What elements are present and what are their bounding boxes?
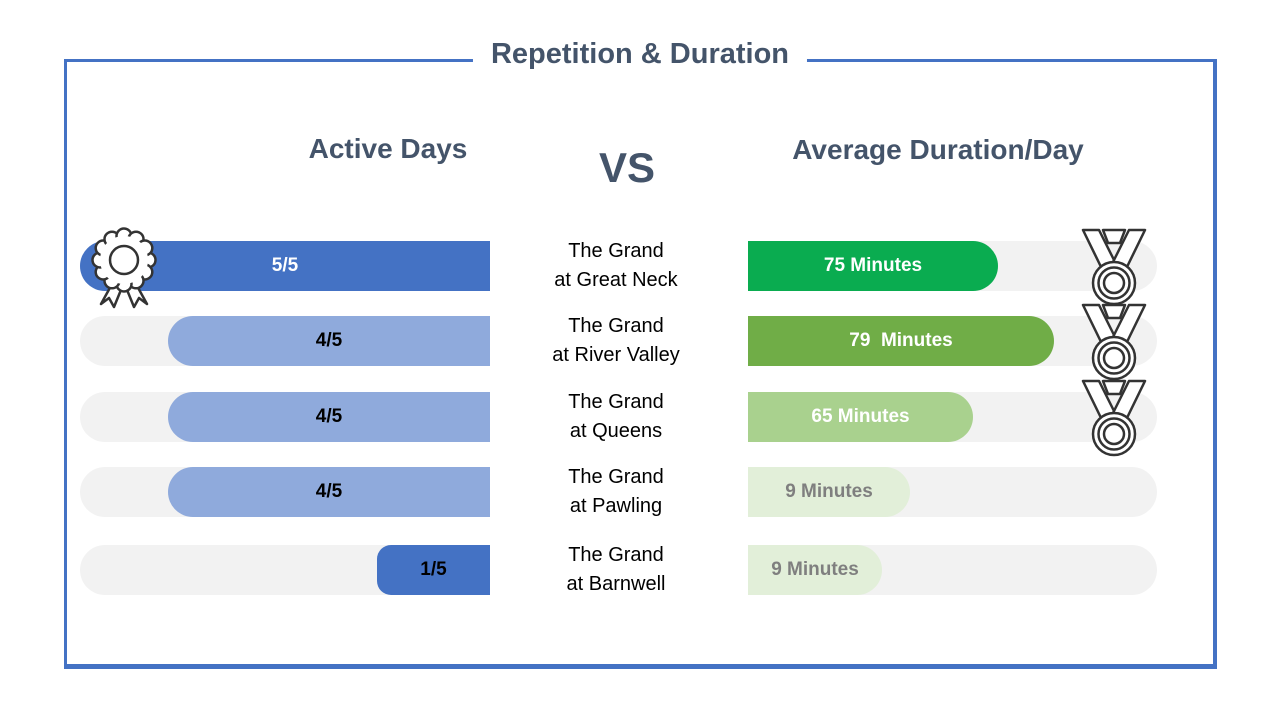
medal-icon — [1081, 379, 1147, 457]
comparison-row: 1/5 The Grand at Barnwell 9 Minutes — [0, 544, 1280, 595]
active-days-bar: 4/5 — [168, 467, 490, 517]
facility-name-line: at Great Neck — [554, 269, 678, 291]
active-days-bar: 4/5 — [168, 316, 490, 366]
facility-name-line: The Grand — [568, 544, 664, 566]
duration-value: 79 Minutes — [849, 330, 953, 351]
facility-name-line: The Grand — [568, 240, 664, 262]
duration-bar: 65 Minutes — [748, 392, 973, 442]
duration-bar: 75 Minutes — [748, 241, 998, 291]
page-title: Repetition & Duration — [472, 38, 808, 71]
facility-name-line: at River Valley — [552, 344, 680, 366]
comparison-row: 4/5 The Grand at Queens 65 Minutes — [0, 379, 1280, 457]
active-days-value: 4/5 — [315, 330, 343, 351]
duration-value: 9 Minutes — [771, 559, 859, 580]
medal-icon — [1081, 228, 1147, 306]
column-header-active-days: Active Days — [308, 133, 468, 164]
facility-label: The Grand at Barnwell — [505, 541, 727, 599]
facility-name-line: at Barnwell — [566, 573, 666, 595]
medal-icon — [1081, 303, 1147, 381]
facility-name-line: The Grand — [568, 315, 664, 337]
active-days-bar: 4/5 — [168, 392, 490, 442]
active-days-track: 4/5 — [80, 316, 490, 366]
active-days-track: 4/5 — [80, 392, 490, 442]
active-days-track: 1/5 — [80, 545, 490, 595]
comparison-row: 4/5 The Grand at Pawling 9 Minutes — [0, 466, 1280, 517]
active-days-value: 4/5 — [315, 406, 343, 427]
duration-track: 75 Minutes — [748, 228, 1157, 306]
facility-label: The Grand at Queens — [505, 388, 727, 446]
column-header-average-duration: Average Duration/Day — [792, 134, 1084, 165]
duration-bar: 9 Minutes — [748, 545, 882, 595]
duration-track: 65 Minutes — [748, 379, 1157, 457]
facility-name-line: at Queens — [569, 420, 663, 442]
comparison-row: 4/5 The Grand at River Valley 79 Minutes — [0, 303, 1280, 381]
duration-bar: 9 Minutes — [748, 467, 910, 517]
facility-label: The Grand at Pawling — [505, 463, 727, 521]
active-days-value: 5/5 — [271, 255, 299, 276]
duration-value: 75 Minutes — [823, 255, 923, 276]
award-rosette-icon — [91, 227, 157, 309]
active-days-value: 4/5 — [315, 481, 343, 502]
active-days-track: 5/5 — [80, 227, 490, 309]
duration-bar: 79 Minutes — [748, 316, 1054, 366]
facility-label: The Grand at Great Neck — [505, 237, 727, 295]
active-days-value: 1/5 — [420, 559, 447, 580]
duration-value: 65 Minutes — [811, 406, 910, 427]
active-days-bar: 1/5 — [377, 545, 490, 595]
duration-track: 79 Minutes — [748, 303, 1157, 381]
active-days-track: 4/5 — [80, 467, 490, 517]
vs-label: VS — [598, 144, 656, 191]
facility-name-line: The Grand — [568, 391, 664, 413]
duration-track: 9 Minutes — [748, 545, 1157, 595]
facility-name-line: The Grand — [568, 466, 664, 488]
facility-label: The Grand at River Valley — [505, 312, 727, 370]
duration-track: 9 Minutes — [748, 467, 1157, 517]
comparison-row: 5/5 The Grand — [0, 227, 1280, 309]
duration-value: 9 Minutes — [785, 481, 873, 502]
facility-name-line: at Pawling — [569, 495, 663, 517]
